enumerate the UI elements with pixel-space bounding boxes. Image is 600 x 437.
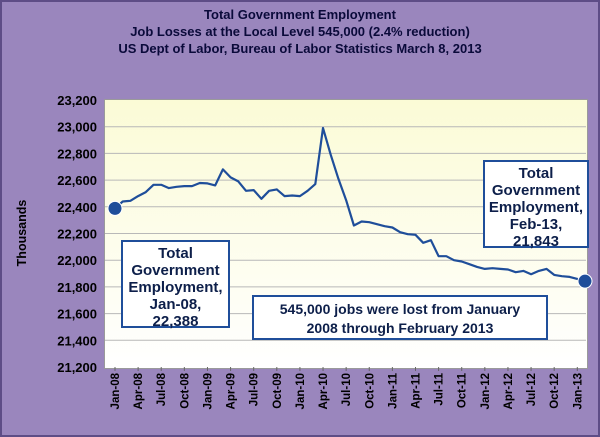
marker-layer [107,200,593,289]
x-tick-label: Apr-11 [410,372,422,408]
x-tick-label: Jul-12 [526,373,538,406]
title-line-2: Job Losses at the Local Level 545,000 (2… [130,24,470,39]
y-tick-label: 23,200 [57,93,97,108]
y-axis-label: Thousands [15,200,29,267]
x-tick-label: Oct-12 [549,373,561,409]
callout-start-line-2: Government [131,262,220,279]
y-tick-label: 21,600 [57,307,97,322]
callout-start-line-3: Employment, [128,279,223,296]
y-tick-label: 21,200 [57,360,97,375]
callout-end-line-1: Total [518,165,554,182]
x-tick-label: Jan-09 [202,373,214,409]
x-tick-label: Jan-08 [110,372,122,409]
callout-end-line-2: Government [491,182,581,199]
callout-start-line-4: Jan-08, [149,296,202,313]
y-tick-label: 22,200 [57,227,97,242]
x-tick-label: Jul-08 [156,372,168,406]
x-tick-label: Jan-11 [387,372,399,408]
x-tick-label: Oct-10 [364,373,376,409]
callout-start: Total Government Employment, Jan-08, 22,… [121,240,230,330]
y-tick-label: 22,000 [57,253,97,268]
y-tick-label: 23,000 [57,120,97,135]
x-tick-label: Jul-10 [341,373,353,406]
callout-start-line-1: Total [158,245,193,262]
y-axis-ticks: 21,200 21,400 21,600 21,800 22,000 22,200 22,4… [57,93,97,375]
y-tick-label: 22,800 [57,146,97,161]
x-tick-label: Oct-11 [457,372,469,408]
callout-end-line-3: Employment, [488,199,584,216]
y-tick-label: 21,800 [57,280,97,295]
x-tick-label: Jul-09 [249,373,261,406]
x-tick-label: Apr-09 [226,373,238,409]
x-tick-label: Jan-13 [572,373,584,409]
callout-end: Total Government Employment, Feb-13, 21,… [483,160,589,250]
x-tick-label: Jan-10 [295,373,307,409]
y-tick-label: 22,400 [57,200,97,215]
title-line-3: US Dept of Labor, Bureau of Labor Statis… [118,41,482,56]
x-tick-label: Apr-08 [133,372,145,409]
callout-end-line-4: Feb-13, [509,216,563,233]
title-line-1: Total Government Employment [204,7,396,22]
x-tick-label: Oct-08 [179,372,191,408]
x-tick-label: Oct-09 [272,373,284,409]
callout-end-line-5: 21,843 [513,233,559,250]
x-tick-label: Jul-11 [434,372,446,405]
x-tick-label: Apr-12 [503,373,515,409]
x-tick-label: Jan-12 [480,373,492,409]
data-point-marker [577,273,593,289]
x-axis-ticks: Jan-08 Apr-08 Jul-08 Oct-08 Jan-09 Apr-09 Jul-… [110,367,584,409]
y-tick-label: 21,400 [57,333,97,348]
series-line [114,126,586,283]
x-tick-label: Apr-10 [318,373,330,409]
chart-title: Total Government Employment Job Losses a… [0,6,600,57]
series-layer [114,126,586,283]
data-point-marker [107,200,123,216]
callout-note: 545,000 jobs were lost from January 2008… [252,295,548,340]
callout-start-line-5: 22,388 [152,313,199,330]
y-tick-label: 22,600 [57,173,97,188]
